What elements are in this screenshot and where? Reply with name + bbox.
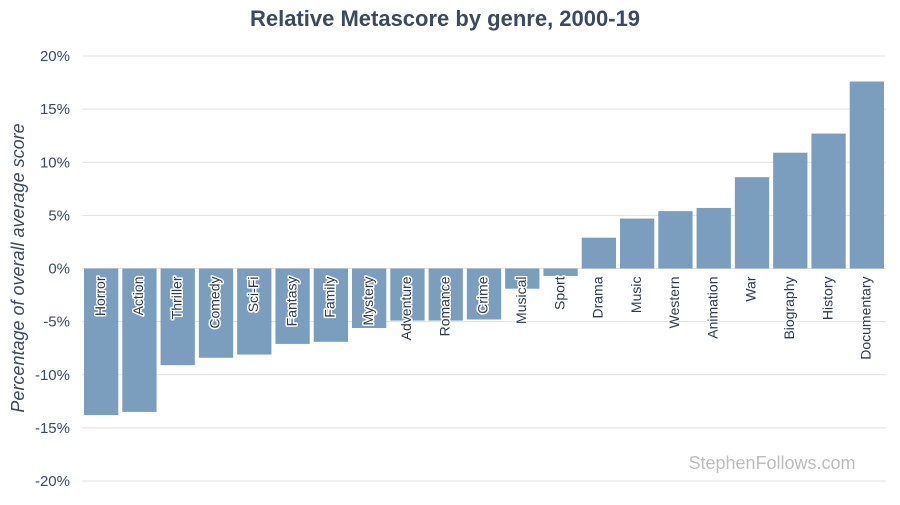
category-label-comedy: Comedy xyxy=(207,277,223,329)
category-label-western: Western xyxy=(666,277,682,329)
bar-fantasy xyxy=(275,268,310,344)
category-label-sport: Sport xyxy=(551,276,567,310)
bar-history xyxy=(811,133,846,269)
category-label-sci-fi: Sci-Fi xyxy=(245,277,261,313)
bar-musical xyxy=(505,268,540,289)
category-label-adventure: Adventure xyxy=(398,276,414,340)
bar-biography xyxy=(773,152,808,269)
y-tick-label: -20% xyxy=(35,473,70,490)
bars xyxy=(84,81,884,416)
category-label-biography: Biography xyxy=(781,277,797,340)
bar-adventure xyxy=(390,268,425,321)
category-labels: Horror Action Thriller Comedy Sci-Fi Fantasy F… xyxy=(90,275,875,362)
category-label-action: Action xyxy=(130,277,146,316)
bar-action xyxy=(122,268,157,412)
bar-thriller xyxy=(160,268,195,366)
y-tick-label: -10% xyxy=(35,367,70,384)
category-label-musical: Musical xyxy=(513,277,529,324)
bar-documentary xyxy=(849,81,884,269)
y-tick-label: 5% xyxy=(48,207,70,224)
bar-music xyxy=(620,218,655,269)
category-label-war: War xyxy=(743,276,759,301)
category-label-mystery: Mystery xyxy=(360,277,376,326)
y-tick-label: 15% xyxy=(40,101,70,118)
category-label-drama: Drama xyxy=(590,276,606,318)
category-label-fantasy: Fantasy xyxy=(283,277,299,327)
category-label-animation: Animation xyxy=(704,277,720,339)
y-tick-label: -15% xyxy=(35,420,70,437)
category-label-music: Music xyxy=(628,277,644,314)
bar-western xyxy=(658,211,693,269)
category-label-history: History xyxy=(819,277,835,321)
bar-sport xyxy=(543,268,578,276)
category-label-documentary: Documentary xyxy=(858,277,874,360)
bar-war xyxy=(734,177,770,269)
y-axis-ticks: 20% 15% 10% 5% 0% -5% -10% -15% -20% xyxy=(35,48,70,490)
bar-family xyxy=(313,268,348,342)
bar-horror xyxy=(84,268,119,416)
bar-sci-fi xyxy=(237,268,272,355)
bar-animation xyxy=(696,207,731,269)
y-tick-label: 0% xyxy=(48,261,70,278)
credit-text: StephenFollows.com xyxy=(688,453,855,473)
bar-mystery xyxy=(352,268,387,328)
category-label-thriller: Thriller xyxy=(168,276,184,319)
bar-comedy xyxy=(198,268,234,358)
category-label-family: Family xyxy=(322,277,338,318)
bar-romance xyxy=(428,268,463,321)
y-tick-label: 20% xyxy=(40,48,70,65)
category-label-crime: Crime xyxy=(475,276,491,314)
category-label-horror: Horror xyxy=(92,276,108,316)
chart-title: Relative Metascore by genre, 2000-19 xyxy=(250,6,640,31)
category-label-romance: Romance xyxy=(436,276,452,336)
y-tick-label: 10% xyxy=(40,154,70,171)
bar-crime xyxy=(466,268,502,320)
bar-drama xyxy=(581,237,616,269)
y-tick-label: -5% xyxy=(43,314,70,331)
y-axis-label: Percentage of overall average score xyxy=(8,123,28,412)
